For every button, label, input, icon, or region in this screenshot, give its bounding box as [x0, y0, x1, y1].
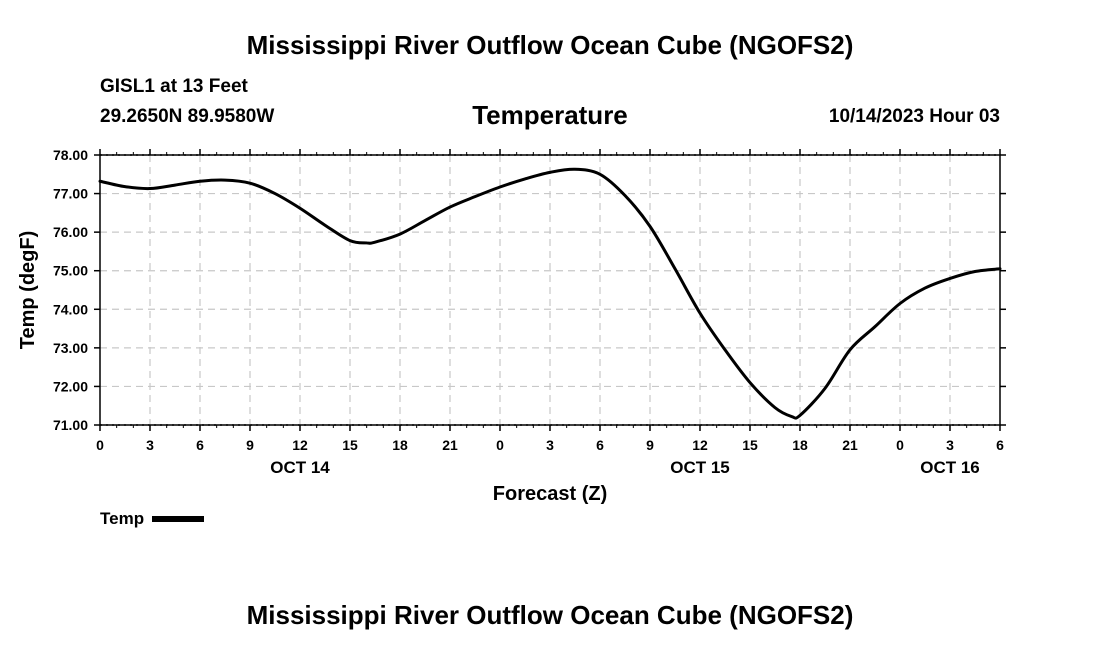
- legend-swatch-temp: [152, 516, 205, 522]
- y-tick-label: 77.00: [53, 186, 88, 202]
- y-tick-label: 76.00: [53, 224, 88, 240]
- x-tick-label: 6: [196, 437, 204, 453]
- y-tick-label: 71.00: [53, 417, 88, 433]
- x-tick-label: 0: [96, 437, 104, 453]
- x-tick-label: 6: [596, 437, 604, 453]
- y-tick-label: 75.00: [53, 263, 88, 279]
- x-tick-label: 9: [646, 437, 654, 453]
- x-tick-label: 12: [292, 437, 308, 453]
- station-coordinates: 29.2650N 89.9580W: [100, 106, 275, 127]
- x-tick-label: 3: [146, 437, 154, 453]
- x-tick-label: 21: [842, 437, 858, 453]
- x-tick-label: 15: [742, 437, 758, 453]
- x-tick-label: 18: [792, 437, 808, 453]
- y-tick-label: 74.00: [53, 301, 88, 317]
- y-axis-label: Temp (degF): [17, 231, 39, 350]
- x-tick-label: 3: [546, 437, 554, 453]
- x-tick-label: 9: [246, 437, 254, 453]
- legend-label-temp: Temp: [100, 509, 145, 528]
- x-tick-label: 3: [946, 437, 954, 453]
- y-tick-label: 78.00: [53, 147, 88, 163]
- x-tick-label: 6: [996, 437, 1004, 453]
- y-tick-label: 73.00: [53, 340, 88, 356]
- axis-ticks: [94, 149, 1006, 431]
- footer-title: Mississippi River Outflow Ocean Cube (NG…: [246, 600, 854, 630]
- x-tick-label: 12: [692, 437, 708, 453]
- grid: [100, 154, 1000, 426]
- legend: Temp: [100, 509, 205, 529]
- forecast-datetime: 10/14/2023 Hour 03: [828, 106, 1000, 127]
- y-tick-label: 72.00: [53, 378, 88, 394]
- x-axis-label: Forecast (Z): [493, 483, 607, 505]
- chart-title: Mississippi River Outflow Ocean Cube (NG…: [246, 30, 854, 60]
- date-label: OCT 14: [270, 458, 330, 477]
- station-label: GISL1 at 13 Feet: [100, 76, 248, 97]
- chart-subtitle: Temperature: [472, 100, 628, 130]
- x-tick-label: 18: [392, 437, 408, 453]
- x-tick-label: 15: [342, 437, 358, 453]
- date-label: OCT 15: [670, 458, 730, 477]
- series-temp-line: [98, 167, 1002, 420]
- x-tick-label: 0: [896, 437, 904, 453]
- x-tick-label: 21: [442, 437, 458, 453]
- axis-labels: 71.00 72.00 73.00 74.00 75.00 76.00 77.00 78.00…: [53, 147, 1004, 477]
- date-label: OCT 16: [920, 458, 980, 477]
- x-tick-label: 0: [496, 437, 504, 453]
